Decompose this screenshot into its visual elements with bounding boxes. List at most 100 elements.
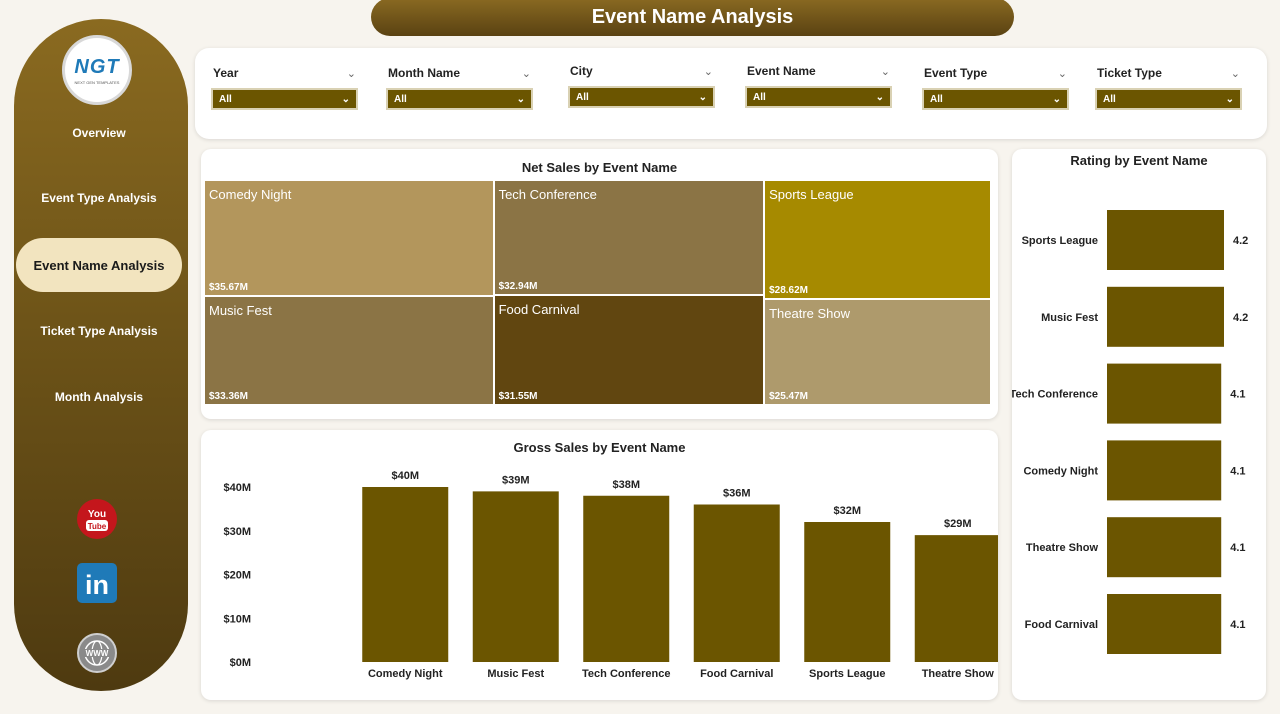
rating-category-label: Theatre Show xyxy=(1026,542,1099,554)
net-sales-card: Net Sales by Event Name Comedy Night $35.… xyxy=(201,149,998,419)
filter-month-name[interactable]: Month Name ⌄ All ⌄ xyxy=(386,64,533,110)
nav-item-overview[interactable]: Overview xyxy=(16,106,182,160)
net-sales-title: Net Sales by Event Name xyxy=(521,160,678,175)
youtube-icon-text-bottom: Tube xyxy=(88,522,107,531)
treemap-cell[interactable]: Theatre Show $25.47M xyxy=(764,299,991,405)
filter-city[interactable]: City ⌄ All ⌄ xyxy=(568,62,715,108)
filter-label: City xyxy=(570,64,593,78)
chevron-down-icon: ⌄ xyxy=(341,93,350,105)
gross-sales-card: Gross Sales by Event Name $0M $10M $20M $30… xyxy=(201,430,998,700)
rating-data-label: 4.1 xyxy=(1230,619,1245,631)
treemap-cell-name: Comedy Night xyxy=(209,187,292,202)
bar-data-label: $36M xyxy=(723,488,751,500)
filter-select[interactable]: All ⌄ xyxy=(922,88,1069,110)
linkedin-icon[interactable]: in xyxy=(76,562,118,604)
filter-select[interactable]: All ⌄ xyxy=(568,86,715,108)
rating-data-label: 4.2 xyxy=(1233,235,1248,247)
treemap-cell-name: Sports League xyxy=(769,187,854,202)
bar xyxy=(472,491,559,662)
chevron-down-icon: ⌄ xyxy=(1052,93,1061,105)
linkedin-icon-text: in xyxy=(85,570,109,600)
bar xyxy=(693,504,780,662)
treemap-cell[interactable]: Food Carnival $31.55M xyxy=(493,294,765,405)
treemap-cell[interactable]: Music Fest $33.36M xyxy=(204,296,494,405)
globe-icon[interactable]: WWW xyxy=(76,632,118,674)
chevron-down-icon[interactable]: ⌄ xyxy=(880,65,890,78)
x-tick-label: Music Fest xyxy=(487,668,544,680)
nav-item-label: Month Analysis xyxy=(54,390,144,404)
rating-bar xyxy=(1107,440,1222,501)
bar xyxy=(914,535,998,662)
rating-bar xyxy=(1107,210,1224,270)
rating-bar xyxy=(1107,594,1222,654)
bar xyxy=(804,522,891,662)
chevron-down-icon: ⌄ xyxy=(698,91,707,103)
logo[interactable]: NGT NEXT GEN TEMPLATES xyxy=(62,35,132,105)
chevron-down-icon[interactable]: ⌄ xyxy=(521,67,531,80)
treemap-cell-value: $25.47M xyxy=(769,390,809,402)
treemap-cell-name: Tech Conference xyxy=(498,187,597,202)
chevron-down-icon[interactable]: ⌄ xyxy=(703,65,713,78)
treemap-cell[interactable]: Comedy Night $35.67M xyxy=(204,180,494,297)
rating-bar xyxy=(1107,286,1224,347)
gross-sales-title: Gross Sales by Event Name xyxy=(513,440,686,455)
treemap-cell[interactable]: Sports League $28.62M xyxy=(764,180,991,300)
filter-label: Year xyxy=(213,66,239,80)
nav-item-event-name-analysis[interactable]: Event Name Analysis xyxy=(16,238,182,292)
rating-card: Rating by Event Name Sports League 4.2 Mus… xyxy=(1012,149,1266,700)
rating-data-label: 4.2 xyxy=(1233,312,1248,324)
filter-panel: Year ⌄ All ⌄ Month Name ⌄ All ⌄ City ⌄ All ⌄ E… xyxy=(195,48,1267,139)
rating-category-label: Music Fest xyxy=(1041,312,1098,324)
rating-bar xyxy=(1107,517,1222,578)
filter-select[interactable]: All ⌄ xyxy=(745,86,892,108)
nav-item-label: Overview xyxy=(72,126,126,140)
filter-select[interactable]: All ⌄ xyxy=(1095,88,1242,110)
filter-value: All xyxy=(753,91,766,103)
treemap-cell-name: Food Carnival xyxy=(498,301,580,317)
treemap-cell-value: $28.62M xyxy=(769,285,809,297)
rating-data-label: 4.1 xyxy=(1230,389,1245,401)
treemap-cell-value: $31.55M xyxy=(498,390,538,402)
chevron-down-icon[interactable]: ⌄ xyxy=(1230,67,1240,80)
x-tick-label: Comedy Night xyxy=(368,668,443,680)
logo-text: NGT xyxy=(74,55,120,78)
chevron-down-icon[interactable]: ⌄ xyxy=(1057,67,1067,80)
chevron-down-icon: ⌄ xyxy=(516,93,525,105)
x-tick-label: Sports League xyxy=(809,668,885,680)
rating-bar xyxy=(1107,363,1222,424)
filter-event-name[interactable]: Event Name ⌄ All ⌄ xyxy=(745,62,892,108)
filter-label: Month Name xyxy=(388,66,460,80)
youtube-icon[interactable]: You Tube xyxy=(76,498,118,540)
youtube-icon-text-top: You xyxy=(88,509,106,520)
filter-select[interactable]: All ⌄ xyxy=(386,88,533,110)
bar-data-label: $39M xyxy=(502,474,530,486)
nav-item-month-analysis[interactable]: Month Analysis xyxy=(16,370,182,424)
y-tick-label: $40M xyxy=(223,482,251,494)
y-tick-label: $0M xyxy=(230,657,251,669)
filter-value: All xyxy=(394,93,407,105)
filter-year[interactable]: Year ⌄ All ⌄ xyxy=(211,64,358,110)
bar-data-label: $38M xyxy=(612,479,640,491)
rating-data-label: 4.1 xyxy=(1230,542,1245,554)
chevron-down-icon[interactable]: ⌄ xyxy=(346,67,356,80)
filter-select[interactable]: All ⌄ xyxy=(211,88,358,110)
treemap-cell-value: $33.36M xyxy=(209,390,248,402)
page-title: Event Name Analysis xyxy=(371,0,1014,36)
x-tick-label: Food Carnival xyxy=(700,668,773,680)
nav-item-event-type-analysis[interactable]: Event Type Analysis xyxy=(16,171,182,225)
filter-event-type[interactable]: Event Type ⌄ All ⌄ xyxy=(922,64,1069,110)
filter-ticket-type[interactable]: Ticket Type ⌄ All ⌄ xyxy=(1095,64,1242,110)
globe-icon-text: WWW xyxy=(86,649,109,658)
gross-sales-chart: $0M $10M $20M $30M $40M $40M Comedy Night $39M M… xyxy=(223,470,998,680)
rating-title: Rating by Event Name xyxy=(1070,153,1208,168)
sidebar: NGT NEXT GEN TEMPLATES Overview Event Ty… xyxy=(14,19,188,691)
y-tick-label: $30M xyxy=(223,526,251,538)
rating-chart: Sports League 4.2 Music Fest 4.2 Tech Confer… xyxy=(1012,210,1248,654)
filter-value: All xyxy=(930,93,943,105)
treemap-cell-value: $32.94M xyxy=(498,280,538,292)
treemap-cell[interactable]: Tech Conference $32.94M xyxy=(493,180,765,295)
filter-value: All xyxy=(1103,93,1116,105)
nav-item-ticket-type-analysis[interactable]: Ticket Type Analysis xyxy=(16,304,182,358)
treemap-cell-name: Theatre Show xyxy=(769,306,851,322)
x-tick-label: Theatre Show xyxy=(922,668,995,680)
